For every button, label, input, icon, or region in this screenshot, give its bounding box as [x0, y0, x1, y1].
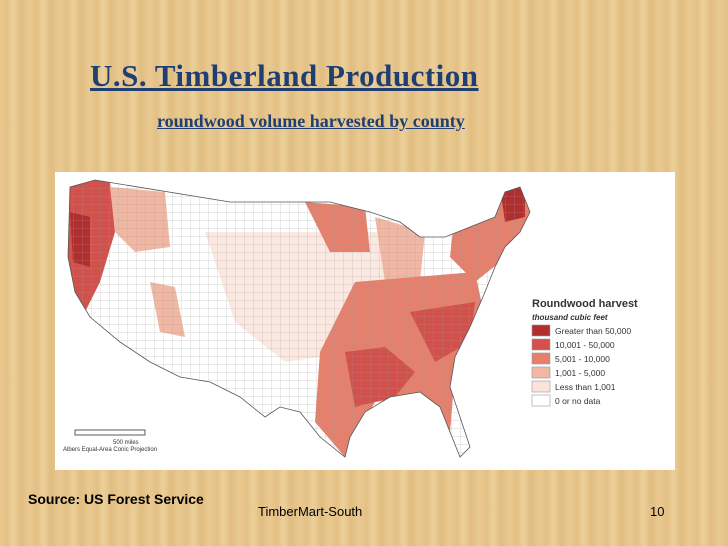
legend-label: 1,001 - 5,000 [555, 368, 605, 378]
projection-label: Albers Equal-Area Conic Projection [63, 447, 157, 453]
page-number: 10 [650, 504, 665, 519]
map: 500 miles Albers Equal-Area Conic Projec… [63, 179, 638, 458]
legend-label: Greater than 50,000 [555, 326, 631, 336]
legend-swatch [531, 366, 551, 379]
footer-text: TimberMart-South [258, 504, 363, 519]
scale-bar [74, 429, 146, 436]
title: U.S. Timberland Production [90, 58, 479, 93]
map-panel: 500 miles Albers Equal-Area Conic Projec… [55, 172, 675, 470]
legend-label: Less than 1,001 [555, 382, 616, 392]
legend-title: Roundwood harvest [532, 298, 638, 310]
legend-swatch [531, 380, 551, 393]
legend-swatch [531, 338, 551, 351]
legend-swatch [531, 324, 551, 337]
subtitle: roundwood volume harvested by county [157, 111, 465, 131]
legend-subtitle: thousand cubic feet [532, 313, 608, 322]
legend-label: 0 or no data [555, 396, 601, 406]
legend-swatch [531, 394, 551, 407]
legend-label: 5,001 - 10,000 [555, 354, 610, 364]
legend: Roundwood harvest thousand cubic feet Gr… [531, 298, 638, 407]
legend-label: 10,001 - 50,000 [555, 340, 615, 350]
source: Source: US Forest Service [28, 491, 204, 507]
scale-label: 500 miles [113, 440, 139, 446]
legend-swatch [531, 352, 551, 365]
